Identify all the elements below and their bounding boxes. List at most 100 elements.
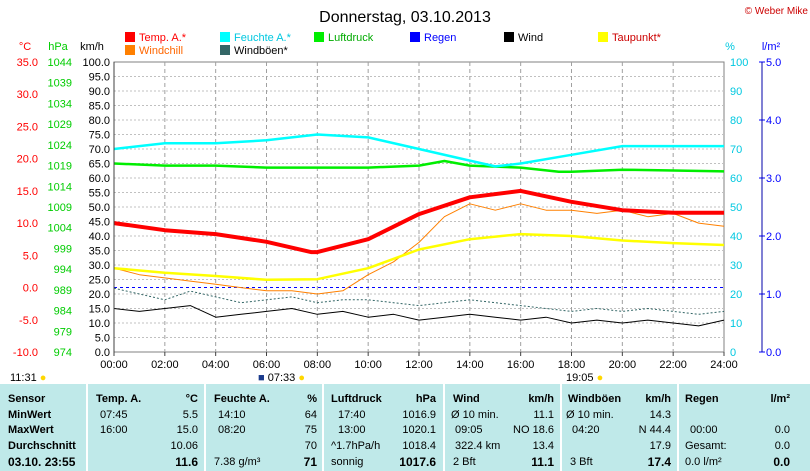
temp-tick-label: -10.0 <box>13 347 38 359</box>
series-line-windb-en <box>113 287 725 315</box>
stats-now-rain: 0.0 <box>773 455 790 469</box>
stats-max-pres-time: 13:00 <box>338 424 366 436</box>
pressure-tick-label: 999 <box>54 243 72 255</box>
temp-tick-label: 5.0 <box>23 250 38 262</box>
stats-separator <box>322 384 324 471</box>
wind-tick-label: 5.0 <box>95 333 110 345</box>
legend-label-gust: Windböen* <box>234 45 288 57</box>
sun-icon: ■ <box>258 372 265 384</box>
legend-label-pressure: Luftdruck <box>328 32 374 44</box>
moonrise-marker: 11:31 ● <box>10 372 46 384</box>
legend-label-wind: Wind <box>518 32 544 44</box>
temp-tick-label: 15.0 <box>17 186 38 198</box>
series-line-taupunkt <box>113 232 725 282</box>
axes: 00:00 02:00 04:00 06:00 08:00 10:00 12:00 14:00… <box>13 57 781 371</box>
stats-pressure-unit: hPa <box>415 393 436 405</box>
wind-tick-label: 45.0 <box>89 217 110 229</box>
stats-avg-gust: 17.9 <box>649 440 671 452</box>
sunrise-time: 07:33 <box>267 372 296 384</box>
stats-min-gust-time: Ø 10 min. <box>566 409 614 421</box>
legend-humidity: Feuchte A.* <box>220 32 291 44</box>
stats-min-hum-time: 14:10 <box>218 409 246 421</box>
x-tick-label: 14:00 <box>456 359 484 371</box>
stats-pressure-header: Luftdruck <box>331 393 382 405</box>
stats-avg-rain-label: Gesamt: <box>685 440 727 452</box>
pressure-tick-label: 1034 <box>48 98 72 110</box>
stats-avg-pres: 1018.4 <box>402 440 436 452</box>
pressure-tick-label: 1039 <box>48 78 72 90</box>
rain-tick-label: 3.0 <box>766 173 781 185</box>
sunset-time: 19:05 <box>566 372 594 384</box>
stats-separator <box>677 384 679 471</box>
temp-tick-label: 25.0 <box>17 121 38 133</box>
rain-tick-label: 2.0 <box>766 231 781 243</box>
stats-min-label: MinWert <box>8 409 52 421</box>
stats-now-temp: 11.6 <box>175 455 198 469</box>
legend-temp: Temp. A.* <box>125 32 186 44</box>
x-tick-label: 16:00 <box>507 359 535 371</box>
stats-max-gust-time: 04:20 <box>572 424 600 436</box>
stats-wind-unit: km/h <box>528 393 554 405</box>
humidity-tick-label: 30 <box>730 260 742 272</box>
wind-tick-label: 15.0 <box>89 304 110 316</box>
series-line-luftdruck <box>113 159 725 174</box>
humidity-tick-label: 40 <box>730 231 742 243</box>
legend-swatch-windchill <box>125 45 135 55</box>
moon-icon: ● <box>39 372 47 384</box>
temp-tick-label: 20.0 <box>17 154 38 166</box>
series-line-wind <box>113 305 725 327</box>
temp-tick-label: 0.0 <box>23 283 38 295</box>
pressure-tick-label: 1009 <box>48 202 72 214</box>
humidity-tick-label: 0 <box>730 347 736 359</box>
stats-now-pres: 1017.6 <box>399 455 436 469</box>
stats-humidity-unit: % <box>307 393 317 405</box>
legend-pressure: Luftdruck <box>314 32 373 44</box>
stats-temp-header: Temp. A. <box>96 393 142 405</box>
x-tick-label: 06:00 <box>253 359 281 371</box>
legend-label-windchill: Windchill <box>139 45 184 57</box>
stats-max-wind: NO 18.6 <box>513 424 554 436</box>
pressure-tick-label: 979 <box>54 326 72 338</box>
stats-min-pres-time: 17:40 <box>338 409 366 421</box>
stats-max-rain: 0.0 <box>774 424 790 436</box>
x-tick-label: 18:00 <box>558 359 586 371</box>
legend-dewpoint: Taupunkt* <box>598 32 661 44</box>
legend-swatch-temp <box>125 32 135 42</box>
rain-axis-unit: l/m² <box>762 41 781 53</box>
x-tick-label: 12:00 <box>405 359 433 371</box>
x-tick-label: 04:00 <box>202 359 230 371</box>
pressure-tick-label: 974 <box>54 347 72 359</box>
sunrise-dot-icon: ● <box>298 372 305 384</box>
legend-windchill: Windchill <box>125 45 183 57</box>
humidity-tick-label: 50 <box>730 202 742 214</box>
stats-avg-wind: 13.4 <box>532 440 554 452</box>
humidity-axis-unit: % <box>725 41 735 53</box>
x-tick-label: 08:00 <box>304 359 332 371</box>
legend-label-dewpoint: Taupunkt* <box>612 32 661 44</box>
wind-tick-label: 80.0 <box>89 115 110 127</box>
wind-tick-label: 60.0 <box>89 173 110 185</box>
stats-avg-temp: 10.06 <box>170 440 198 452</box>
pressure-tick-label: 1029 <box>48 119 72 131</box>
stats-now-wind-bft: 2 Bft <box>453 456 476 468</box>
stats-temp-unit: °C <box>185 393 198 405</box>
legend-label-humidity: Feuchte A.* <box>234 32 291 44</box>
stats-max-temp-time: 16:00 <box>100 424 128 436</box>
pressure-tick-label: 1019 <box>48 161 72 173</box>
stats-now-hum: 71 <box>303 455 317 469</box>
legend-swatch-rain <box>410 32 420 42</box>
pressure-tick-label: 1024 <box>48 140 72 152</box>
stats-avg-wind-distance: 322.4 km <box>455 440 501 452</box>
wind-tick-label: 65.0 <box>89 159 110 171</box>
stats-min-wind-time: Ø 10 min. <box>451 409 499 421</box>
wind-tick-label: 35.0 <box>89 246 110 258</box>
legend-gust: Windböen* <box>220 45 288 57</box>
wind-tick-label: 40.0 <box>89 231 110 243</box>
stats-now-abs-humidity: 7.38 g/m³ <box>214 456 261 468</box>
stats-separator <box>204 384 206 471</box>
stats-rain-header: Regen <box>685 393 719 405</box>
stats-min-pres: 1016.9 <box>402 409 436 421</box>
rain-tick-label: 1.0 <box>766 289 781 301</box>
stats-avg-label: Durchschnitt <box>8 440 76 452</box>
wind-axis-unit: km/h <box>80 41 104 53</box>
